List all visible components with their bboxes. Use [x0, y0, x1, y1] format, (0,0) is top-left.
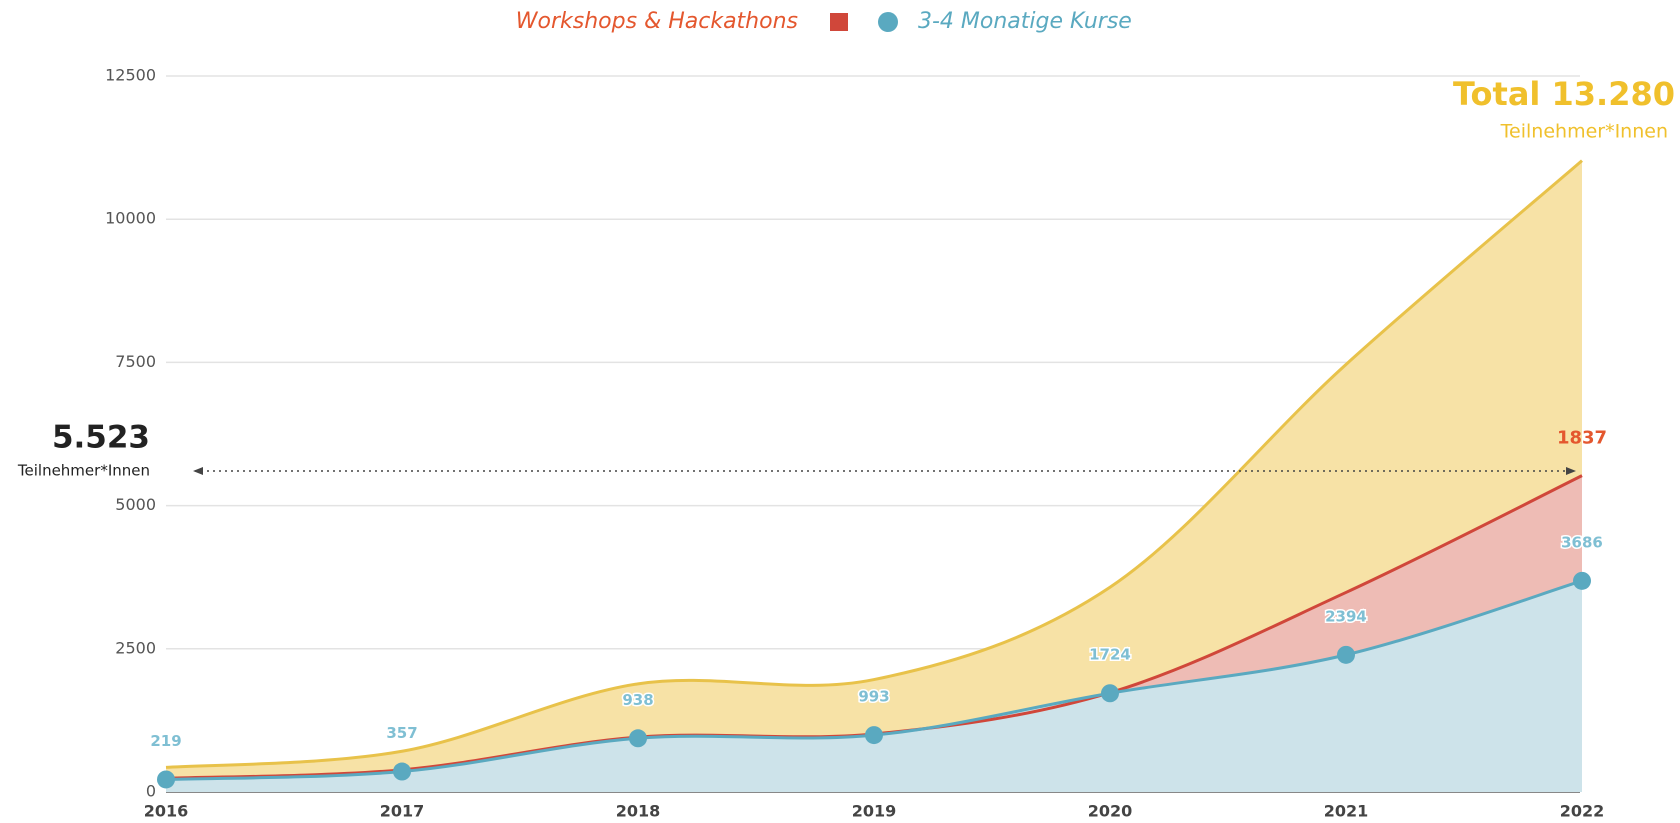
- x-tick-label: 2017: [380, 802, 425, 821]
- y-tick-label: 5000: [115, 495, 156, 514]
- x-tick-label: 2022: [1560, 802, 1605, 821]
- area: [166, 160, 1582, 793]
- legend-swatch: [830, 13, 848, 31]
- x-tick-label: 2021: [1324, 802, 1369, 821]
- annotation: Teilnehmer*Innen: [17, 462, 150, 480]
- data-label: 938: [622, 691, 653, 709]
- data-label: 357: [386, 724, 417, 742]
- line: [165, 159, 1583, 769]
- y-tick-label: 2500: [115, 638, 156, 657]
- data-label: 2394: [1325, 607, 1367, 625]
- area: [166, 580, 1582, 792]
- point: [1573, 571, 1591, 590]
- point: [393, 762, 411, 781]
- data-label: 1837: [1557, 428, 1607, 449]
- y-tick-label: 0: [146, 782, 156, 801]
- x-tick-label: 2020: [1088, 802, 1133, 821]
- legend-label: Workshops & Hackathons: [516, 9, 798, 34]
- y-tick-label: 10000: [105, 209, 156, 228]
- point: [1337, 645, 1355, 664]
- plot: 0 2500 5000 7500 10000 12500 2016 2017 2018 2019 2…: [105, 66, 1607, 821]
- legend-swatch: [878, 12, 898, 32]
- x-tick-label: 2018: [616, 802, 661, 821]
- data-label: 993: [858, 688, 889, 706]
- point: [865, 726, 883, 745]
- x-tick-label: 2019: [852, 802, 897, 821]
- annotation: Teilnehmer*Innen: [1500, 121, 1668, 143]
- data-label: 219: [150, 732, 181, 750]
- y-tick-label: 12500: [105, 66, 156, 85]
- y-tick-label: 7500: [115, 352, 156, 371]
- point: [157, 770, 175, 789]
- point: [629, 729, 647, 748]
- data-label: 1724: [1089, 646, 1131, 664]
- annotation: Total 13.280: [1453, 75, 1675, 113]
- legend-label: 3-4 Monatige Kurse: [918, 9, 1132, 34]
- x-tick-label: 2016: [144, 802, 189, 821]
- annotation: 5.523: [52, 420, 150, 456]
- point: [1101, 684, 1119, 703]
- data-label: 3686: [1561, 533, 1603, 551]
